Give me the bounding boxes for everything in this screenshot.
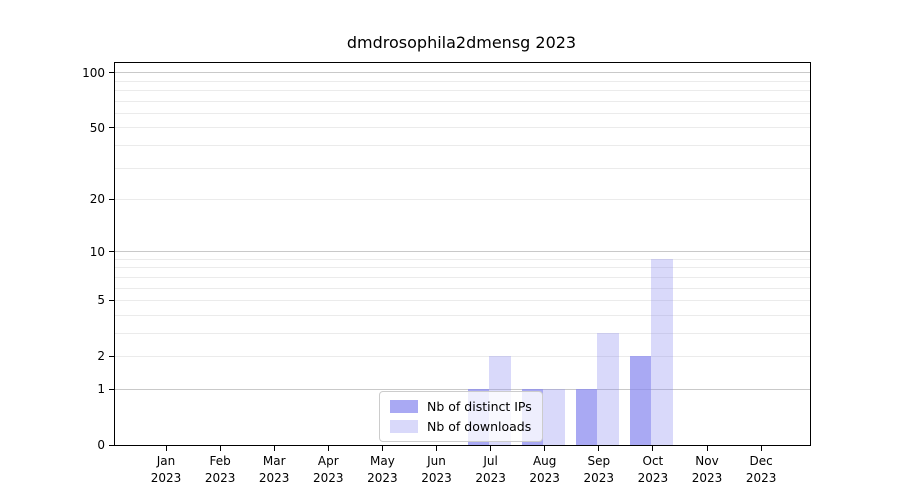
chart-title: dmdrosophila2dmensg 2023 (346, 33, 577, 52)
y-tick-mark (109, 355, 115, 357)
x-tick-mark (706, 445, 708, 451)
x-tick-month: Jan (156, 454, 176, 468)
gridline-minor (115, 144, 810, 146)
x-tick-year: 2023 (367, 470, 398, 485)
x-tick-month: Oct (642, 454, 664, 468)
y-tick-mark (109, 251, 115, 253)
gridline-minor (115, 287, 810, 289)
y-axis-tick-label: 50 (89, 120, 105, 135)
x-tick-month: Aug (532, 454, 557, 468)
x-tick-year: 2023 (204, 470, 236, 485)
x-tick-mark (490, 445, 492, 451)
x-tick-year: 2023 (745, 470, 777, 485)
x-tick-mark (381, 445, 383, 451)
gridline-minor (115, 314, 810, 316)
gridline-major (115, 72, 810, 74)
x-axis-tick-label: Apr 2023 (296, 453, 360, 486)
y-axis-tick-label: 2 (97, 349, 105, 364)
y-axis-tick-label: 10 (89, 244, 105, 259)
x-tick-month: Feb (209, 454, 231, 468)
bar-distinct-ips (629, 356, 652, 445)
legend-item-distinct-ips: Nb of distinct IPs (390, 398, 532, 415)
x-tick-year: 2023 (691, 470, 723, 485)
gridline-minor (115, 127, 810, 129)
gridline-minor (115, 276, 810, 278)
bar-distinct-ips (575, 389, 598, 445)
bar-downloads (651, 259, 673, 445)
y-axis-tick-label: 1 (97, 382, 105, 397)
x-axis-tick-label: Jul 2023 (459, 453, 523, 486)
x-axis-tick-label: Nov 2023 (675, 453, 739, 486)
x-axis-tick-label: Dec 2023 (729, 453, 793, 486)
x-tick-year: 2023 (475, 470, 506, 485)
x-tick-month: Jul (483, 454, 498, 468)
y-tick-mark (109, 388, 115, 390)
x-tick-month: May (369, 454, 395, 468)
gridline-minor (115, 112, 810, 114)
legend-swatch-distinct-ips (390, 400, 418, 413)
x-tick-month: Jun (427, 454, 446, 468)
y-axis-tick-label: 5 (97, 293, 105, 308)
x-tick-mark (165, 445, 167, 451)
x-tick-mark (760, 445, 762, 451)
x-tick-month: Nov (695, 454, 719, 468)
x-axis-tick-label: Oct 2023 (621, 453, 685, 486)
legend-label-distinct-ips: Nb of distinct IPs (427, 399, 532, 414)
gridline-minor (115, 258, 810, 260)
x-tick-year: 2023 (421, 470, 452, 485)
x-tick-year: 2023 (637, 470, 669, 485)
legend-label-downloads: Nb of downloads (427, 419, 532, 434)
gridline-minor (115, 167, 810, 169)
legend-item-downloads: Nb of downloads (390, 418, 532, 435)
x-tick-mark (219, 445, 221, 451)
x-axis-tick-label: Sep 2023 (567, 453, 631, 486)
x-tick-month: Dec (749, 454, 773, 468)
gridline-minor (115, 355, 810, 357)
x-tick-month: Apr (317, 454, 339, 468)
gridline-minor (115, 267, 810, 269)
x-tick-year: 2023 (313, 470, 344, 485)
gridline-major (115, 388, 810, 390)
x-tick-year: 2023 (529, 470, 560, 485)
x-axis-tick-label: Mar 2023 (242, 453, 306, 486)
gridline-minor (115, 100, 810, 102)
y-axis-tick-label: 100 (82, 65, 105, 80)
x-tick-year: 2023 (258, 470, 290, 485)
plot-area: Nb of distinct IPs Nb of downloads 100 50… (82, 62, 811, 485)
x-tick-mark (598, 445, 600, 451)
x-tick-year: 2023 (150, 470, 182, 485)
y-axis-tick-label: 0 (97, 438, 105, 452)
x-axis-tick-label: May 2023 (350, 453, 414, 486)
gridline-minor (115, 198, 810, 200)
y-axis-tick-label: 20 (89, 192, 105, 207)
y-tick-mark (109, 127, 115, 129)
gridline-minor (115, 90, 810, 92)
bar-downloads (597, 333, 619, 445)
legend-swatch-downloads (390, 420, 418, 433)
x-tick-month: Sep (587, 454, 611, 468)
gridline-major (115, 251, 810, 253)
x-tick-month: Mar (262, 454, 286, 468)
legend: Nb of distinct IPs Nb of downloads (379, 391, 543, 442)
x-axis-tick-label: Aug 2023 (513, 453, 577, 486)
x-tick-mark (436, 445, 437, 451)
y-tick-mark (109, 72, 115, 74)
y-tick-mark (109, 299, 115, 301)
x-tick-mark (544, 445, 546, 451)
x-tick-mark (652, 445, 654, 451)
x-axis-tick-label: Feb 2023 (188, 453, 252, 486)
x-tick-mark (273, 445, 275, 451)
gridline-minor (115, 332, 810, 334)
x-tick-year: 2023 (583, 470, 615, 485)
x-axis-tick-label: Jan 2023 (134, 453, 198, 486)
y-tick-mark (109, 198, 115, 200)
y-tick-mark (109, 444, 115, 446)
x-tick-mark (327, 445, 329, 451)
gridline-minor (115, 80, 810, 82)
x-axis-tick-label: Jun 2023 (405, 453, 469, 486)
gridline-minor (115, 299, 810, 301)
bar-downloads (543, 389, 565, 445)
